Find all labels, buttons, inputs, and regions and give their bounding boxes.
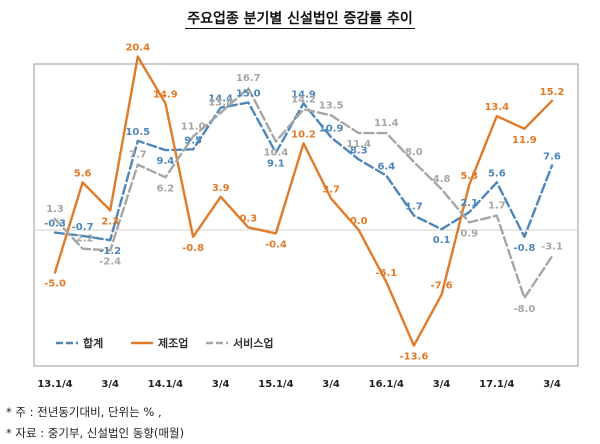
data-label: 13.8 <box>208 98 233 109</box>
series-line-1 <box>53 55 554 347</box>
x-tick-label: 13.1/4 <box>37 379 72 390</box>
data-label: -0.8 <box>182 243 204 254</box>
data-label: 2.3 <box>101 216 119 227</box>
data-label: 0.3 <box>239 213 257 224</box>
data-label: 7.6 <box>543 151 561 162</box>
data-label: 9.1 <box>267 159 285 170</box>
data-label: 5.6 <box>488 168 506 179</box>
data-label: -0.7 <box>72 222 94 233</box>
series-line-2 <box>53 86 554 300</box>
data-label: 7.7 <box>129 150 147 161</box>
legend-label: 서비스업 <box>233 336 273 350</box>
series-line-0 <box>53 101 554 242</box>
data-label: -8.0 <box>513 304 535 315</box>
data-label: -2.4 <box>99 256 121 267</box>
x-tick-label: 3/4 <box>322 379 340 390</box>
x-tick-label: 3/4 <box>101 379 119 390</box>
data-label: 15.0 <box>236 89 261 100</box>
data-label: 0.0 <box>350 216 368 227</box>
x-tick-label: 3/4 <box>212 379 230 390</box>
data-label: -2.2 <box>72 234 94 245</box>
data-label: 11.4 <box>374 118 399 129</box>
data-label: 11.4 <box>346 139 371 150</box>
data-label: 13.5 <box>319 100 344 111</box>
plot-frame <box>33 63 579 367</box>
data-label: -7.6 <box>431 281 453 292</box>
data-label: 10.2 <box>291 129 316 140</box>
data-label: 10.5 <box>125 127 150 138</box>
data-label: 14.2 <box>291 94 316 105</box>
data-label: 0.1 <box>433 235 451 246</box>
x-tick-label: 3/4 <box>543 379 561 390</box>
data-label: 8.3 <box>350 145 368 156</box>
data-label: 20.4 <box>125 43 150 54</box>
x-tick-label: 14.1/4 <box>148 379 183 390</box>
data-label: 4.8 <box>433 174 451 185</box>
data-label: -13.6 <box>399 352 428 363</box>
data-label: -5.0 <box>44 279 66 290</box>
data-label: 5.3 <box>460 171 478 182</box>
data-label: 15.2 <box>540 87 565 98</box>
data-label: 11.0 <box>181 122 206 133</box>
data-label: 9.4 <box>157 156 175 167</box>
data-label: 3.7 <box>322 185 340 196</box>
data-label: 9.5 <box>184 135 202 146</box>
data-label: 8.0 <box>405 147 423 158</box>
x-tick-label: 3/4 <box>433 379 451 390</box>
line-chart: -0.3 -0.7 -1.2 10.5 9.4 9.5 14.4 15.0 9.1 14.9 10.… <box>33 43 579 390</box>
data-label: 3.9 <box>212 183 230 194</box>
data-label: -0.4 <box>265 239 287 250</box>
data-label: 1.7 <box>405 202 423 213</box>
data-label: -3.1 <box>541 241 563 252</box>
legend-label: 제조업 <box>158 336 188 350</box>
data-label: 2.1 <box>460 198 478 209</box>
footnote-unit: * 주 : 전년동기대비, 단위는 % , <box>6 405 162 419</box>
data-label: 14.9 <box>291 89 316 100</box>
legend-label: 합계 <box>83 336 103 350</box>
data-label: 6.2 <box>157 183 175 194</box>
data-label: 13.4 <box>484 102 509 113</box>
data-label: 1.7 <box>488 201 506 212</box>
data-label: -1.2 <box>99 246 121 257</box>
data-label: 14.4 <box>208 94 233 105</box>
data-label: 10.9 <box>319 123 344 134</box>
data-label: 10.4 <box>264 148 289 159</box>
data-label: -0.8 <box>513 243 535 254</box>
data-label: 5.6 <box>74 168 92 179</box>
data-label: -6.1 <box>375 268 397 279</box>
data-label: 0.9 <box>460 228 478 239</box>
x-tick-label: 17.1/4 <box>479 379 514 390</box>
data-label: 6.4 <box>377 162 395 173</box>
x-tick-label: 16.1/4 <box>369 379 404 390</box>
footnote-source: * 자료 : 중기부, 신설법인 동향(매월) <box>6 426 185 440</box>
data-label: 1.3 <box>46 204 64 215</box>
data-label: -0.3 <box>44 219 66 230</box>
data-label: 16.7 <box>236 73 261 84</box>
chart-title: 주요업종 분기별 신설법인 증감률 추이 <box>185 11 415 29</box>
x-tick-label: 15.1/4 <box>258 379 293 390</box>
data-label: 11.9 <box>512 135 537 146</box>
data-label: 14.9 <box>153 89 178 100</box>
